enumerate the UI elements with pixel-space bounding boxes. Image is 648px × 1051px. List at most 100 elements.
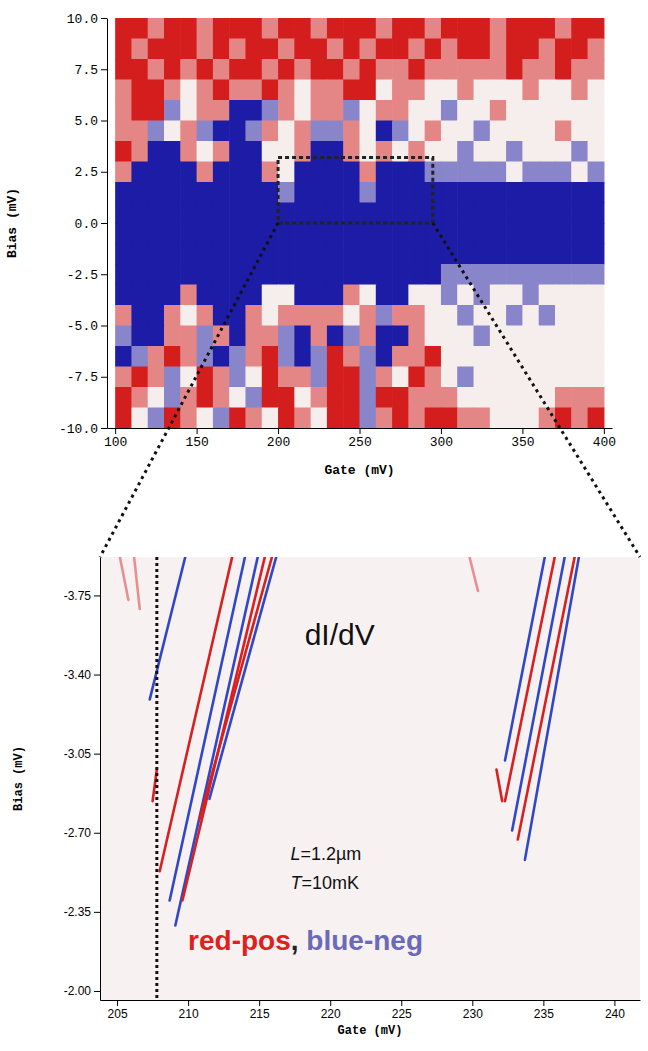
resonance-line xyxy=(199,557,271,819)
cell xyxy=(148,367,165,388)
tick: 210 xyxy=(179,1000,199,1021)
cell xyxy=(392,223,409,244)
cell xyxy=(327,244,344,265)
cell xyxy=(180,408,197,429)
cell xyxy=(197,162,214,183)
cell xyxy=(539,141,556,162)
cell xyxy=(360,18,377,39)
cell xyxy=(262,121,279,142)
cell xyxy=(229,346,246,367)
cell xyxy=(408,80,425,101)
cell xyxy=(539,305,556,326)
cell xyxy=(213,346,230,367)
tick-mark xyxy=(101,223,107,224)
tick-mark xyxy=(94,833,100,834)
cell xyxy=(180,285,197,306)
cell xyxy=(441,59,458,80)
cell xyxy=(197,285,214,306)
cell xyxy=(115,367,132,388)
cell xyxy=(311,182,328,203)
cell xyxy=(425,387,442,408)
cell xyxy=(571,346,588,367)
cell xyxy=(343,285,360,306)
cell xyxy=(571,305,588,326)
cell xyxy=(522,121,539,142)
cell xyxy=(360,39,377,60)
cell xyxy=(571,244,588,265)
cell xyxy=(441,18,458,39)
tick-mark xyxy=(197,428,198,434)
cell xyxy=(327,387,344,408)
cell xyxy=(506,264,523,285)
cell xyxy=(197,387,214,408)
cell xyxy=(262,162,279,183)
cell xyxy=(343,264,360,285)
cell xyxy=(213,162,230,183)
cell xyxy=(490,305,507,326)
cell xyxy=(294,387,311,408)
cell xyxy=(327,203,344,224)
cell xyxy=(441,39,458,60)
cell xyxy=(441,162,458,183)
cell xyxy=(131,39,148,60)
cell xyxy=(392,182,409,203)
cell xyxy=(408,264,425,285)
resonance-line xyxy=(120,557,129,600)
cell xyxy=(555,367,572,388)
cell xyxy=(311,162,328,183)
cell xyxy=(522,346,539,367)
figure: 100150200250300350400-10.0-7.5-5.0-2.50.… xyxy=(0,0,648,1051)
cell xyxy=(474,387,491,408)
cell xyxy=(360,162,377,183)
tick-mark xyxy=(101,428,107,429)
cell xyxy=(376,285,393,306)
cell xyxy=(376,162,393,183)
cell xyxy=(327,121,344,142)
cell xyxy=(408,18,425,39)
cell xyxy=(506,141,523,162)
cell xyxy=(474,182,491,203)
cell xyxy=(262,367,279,388)
cell xyxy=(490,141,507,162)
axis: -10.0-7.5-5.0-2.50.02.55.07.510.0 xyxy=(59,12,108,437)
cell xyxy=(474,408,491,429)
cell xyxy=(392,326,409,347)
cell xyxy=(148,305,165,326)
cell xyxy=(376,80,393,101)
tick-label: 0.0 xyxy=(75,217,98,232)
cell xyxy=(522,367,539,388)
cell xyxy=(229,326,246,347)
cell xyxy=(539,223,556,244)
cell xyxy=(392,387,409,408)
cell xyxy=(131,244,148,265)
cell xyxy=(343,367,360,388)
tick-mark xyxy=(94,754,100,755)
cell xyxy=(392,244,409,265)
cell xyxy=(506,285,523,306)
cell xyxy=(441,203,458,224)
cell xyxy=(327,182,344,203)
cell xyxy=(408,59,425,80)
cell xyxy=(115,285,132,306)
cell xyxy=(229,305,246,326)
cell xyxy=(425,100,442,121)
tick-mark xyxy=(117,1000,118,1006)
tick-mark xyxy=(188,1000,189,1006)
cell xyxy=(555,264,572,285)
cell xyxy=(148,223,165,244)
cell xyxy=(213,203,230,224)
cell xyxy=(327,18,344,39)
cell xyxy=(229,285,246,306)
cell xyxy=(164,141,181,162)
tick-mark xyxy=(441,428,442,434)
cell xyxy=(425,346,442,367)
cell xyxy=(571,408,588,429)
cell xyxy=(197,121,214,142)
cell xyxy=(571,367,588,388)
axis-line xyxy=(107,19,108,429)
cell xyxy=(213,80,230,101)
cell xyxy=(262,223,279,244)
cell xyxy=(262,305,279,326)
cell xyxy=(229,182,246,203)
cell xyxy=(441,100,458,121)
